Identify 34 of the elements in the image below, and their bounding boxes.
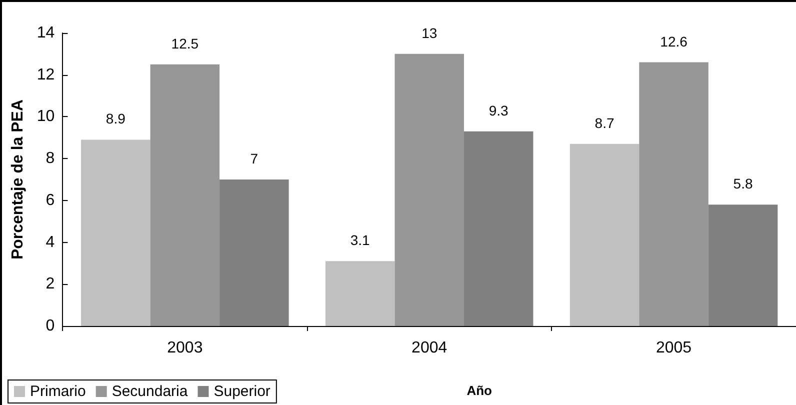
bar [394, 54, 464, 326]
bar [464, 131, 534, 326]
x-tick-label: 2004 [412, 340, 448, 356]
bar [325, 261, 395, 326]
y-tick-label: 0 [46, 318, 55, 334]
bar [708, 204, 778, 326]
data-label: 5.8 [733, 176, 753, 192]
data-label: 13 [422, 24, 438, 41]
bar [220, 180, 289, 326]
y-tick-label: 10 [36, 108, 55, 126]
data-label: 12.5 [171, 35, 199, 52]
y-tick-label: 14 [36, 24, 55, 42]
bar [639, 62, 708, 326]
legend-label: Primario [30, 383, 86, 400]
x-tick-label: 2003 [167, 340, 203, 356]
data-label: 8.7 [594, 114, 614, 131]
data-label: 3.1 [350, 232, 370, 248]
y-tick-label: 6 [46, 192, 55, 209]
y-axis-title: Porcentaje de la PEA [10, 99, 26, 260]
x-tick-label: 2005 [656, 340, 692, 356]
x-axis-title: Año [466, 383, 492, 398]
y-tick-label: 12 [36, 66, 55, 84]
y-tick-label: 2 [46, 276, 55, 293]
y-tick-label: 8 [46, 150, 55, 168]
bar [570, 144, 640, 326]
legend-label: Superior [214, 383, 270, 400]
y-tick-label: 4 [46, 234, 55, 251]
data-label: 12.6 [660, 33, 688, 50]
bar [81, 140, 150, 326]
data-label: 9.3 [488, 102, 509, 118]
data-label: 8.9 [106, 110, 126, 127]
legend-label: Secundaria [112, 383, 188, 400]
data-label: 7 [250, 150, 258, 166]
bar [150, 64, 220, 326]
